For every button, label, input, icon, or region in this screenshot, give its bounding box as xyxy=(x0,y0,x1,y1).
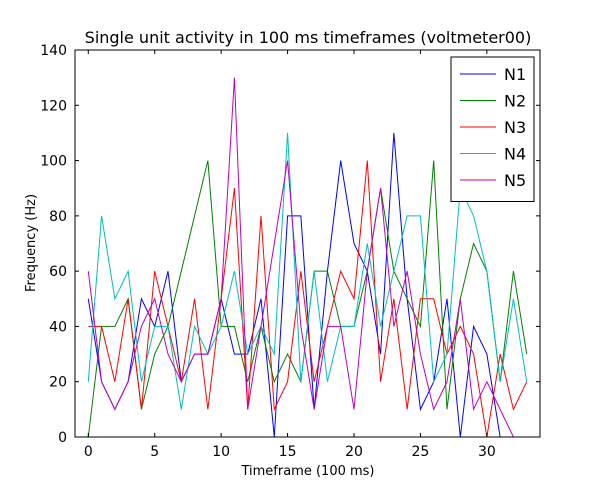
series-line-n2 xyxy=(87,160,528,438)
legend-label-n4: N4 xyxy=(504,145,526,164)
y-tick-label: 140 xyxy=(40,43,67,59)
legend-box xyxy=(450,56,535,202)
x-tick-label: 25 xyxy=(412,444,430,460)
x-tick-label: 10 xyxy=(212,444,230,460)
y-tick-label: 40 xyxy=(49,319,67,335)
legend-label-n2: N2 xyxy=(504,92,526,111)
y-tick-label: 80 xyxy=(49,209,67,225)
x-tick-label: 30 xyxy=(478,444,496,460)
plot-area xyxy=(87,77,528,438)
x-tick-label: 5 xyxy=(150,444,159,460)
y-tick-label: 60 xyxy=(49,264,67,280)
y-tick-label: 100 xyxy=(40,154,67,170)
legend-label-n5: N5 xyxy=(504,171,526,190)
axes-frame xyxy=(74,49,541,438)
y-axis-label: Frequency (Hz) xyxy=(24,194,39,292)
y-tick-label: 120 xyxy=(40,98,67,114)
x-tick-label: 0 xyxy=(84,444,93,460)
y-tick-label: 20 xyxy=(49,375,67,391)
legend-label-n1: N1 xyxy=(504,65,526,84)
legend: N1 N2 N3 N4 N5 xyxy=(450,56,535,202)
x-axis: 0 5 10 15 20 25 30 xyxy=(84,50,496,460)
legend-label-n3: N3 xyxy=(504,118,526,137)
series-line-n5 xyxy=(87,77,527,438)
chart-title: Single unit activity in 100 ms timeframe… xyxy=(85,28,532,47)
series-line-n3 xyxy=(88,160,528,438)
y-tick-label: 0 xyxy=(58,430,67,446)
y-axis: 0 20 40 60 80 100 120 140 xyxy=(40,43,540,446)
x-tick-label: 15 xyxy=(279,444,297,460)
x-tick-label: 20 xyxy=(345,444,363,460)
x-axis-label: Timeframe (100 ms) xyxy=(240,464,374,479)
